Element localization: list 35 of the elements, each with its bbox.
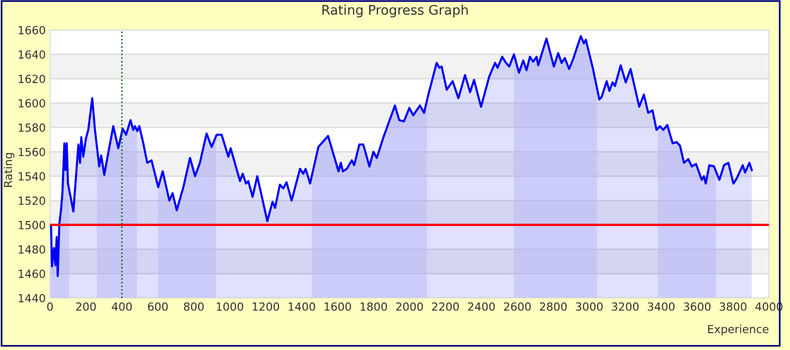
x-tick-label: 3200 — [612, 302, 639, 311]
x-tick-label: 2200 — [432, 302, 459, 311]
x-tick-label: 3800 — [720, 302, 746, 311]
y-tick-label: 1540 — [18, 172, 46, 181]
x-tick-label: 3600 — [684, 302, 710, 311]
y-tick-label: 1580 — [18, 123, 46, 132]
x-tick-label: 800 — [184, 302, 204, 311]
x-tick-label: 1800 — [360, 302, 387, 311]
y-axis-title: Rating — [4, 153, 14, 187]
x-tick-label: 0 — [47, 302, 53, 311]
y-tick-label: 1480 — [18, 245, 46, 254]
y-tick-label: 1660 — [18, 26, 46, 34]
y-tick-label: 1600 — [18, 99, 46, 108]
y-tick-label: 1460 — [18, 270, 46, 278]
x-tick-label: 1600 — [324, 302, 351, 311]
x-tick-label: 1200 — [252, 302, 280, 311]
y-tick-label: 1500 — [18, 220, 46, 230]
x-tick-label: 2800 — [540, 302, 567, 311]
x-tick-label: 2400 — [468, 302, 495, 311]
x-tick-label: 2000 — [396, 302, 423, 311]
x-tick-label: 200 — [76, 302, 96, 311]
x-tick-label: 3400 — [648, 302, 675, 311]
chart-title: Rating Progress Graph — [322, 4, 468, 18]
y-tick-label: 1640 — [18, 50, 46, 59]
x-tick-label: 1000 — [216, 302, 244, 311]
x-tick-label: 3000 — [576, 302, 603, 311]
x-tick-label: 600 — [148, 302, 168, 311]
y-tick-label: 1620 — [18, 74, 46, 84]
y-tick-label: 1520 — [18, 196, 46, 205]
x-tick-label: 2600 — [504, 302, 531, 311]
x-tick-label: 400 — [112, 302, 132, 311]
x-axis-title: Experience — [708, 324, 768, 336]
y-tick-label: 1440 — [18, 294, 46, 302]
y-tick-label: 1560 — [18, 148, 46, 156]
x-tick-label: 1400 — [288, 302, 316, 311]
